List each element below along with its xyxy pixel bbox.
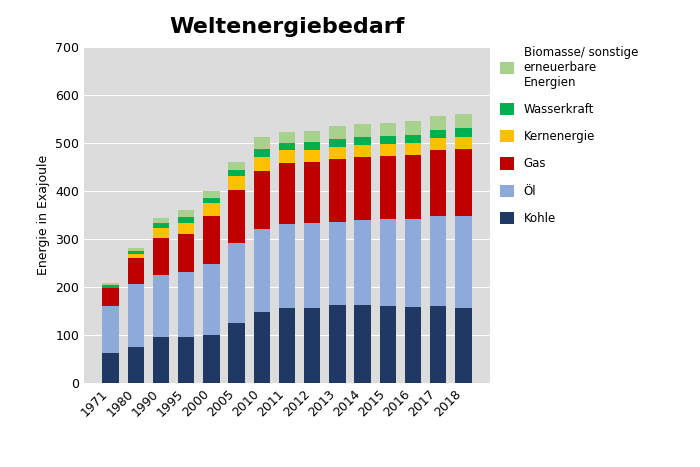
Bar bbox=[153, 276, 169, 337]
Bar bbox=[430, 216, 447, 306]
Bar bbox=[405, 219, 421, 307]
Bar bbox=[354, 157, 371, 219]
Bar bbox=[203, 191, 220, 198]
Bar bbox=[102, 283, 119, 285]
Legend: Biomasse/ sonstige
erneuerbare
Energien, Wasserkraft, Kernenergie, Gas, Öl, Kohl: Biomasse/ sonstige erneuerbare Energien,… bbox=[500, 46, 638, 225]
Bar bbox=[203, 198, 220, 203]
Bar bbox=[102, 306, 119, 353]
Bar bbox=[102, 288, 119, 306]
Bar bbox=[153, 223, 169, 228]
Bar bbox=[253, 137, 270, 149]
Bar bbox=[354, 145, 371, 157]
Bar bbox=[304, 223, 321, 308]
Bar bbox=[228, 323, 245, 383]
Bar bbox=[430, 138, 447, 150]
Bar bbox=[178, 234, 195, 272]
Bar bbox=[127, 284, 144, 347]
Bar bbox=[203, 216, 220, 264]
Bar bbox=[253, 312, 270, 383]
Bar bbox=[354, 137, 371, 145]
Bar bbox=[178, 217, 195, 222]
Bar bbox=[253, 171, 270, 229]
Bar bbox=[102, 285, 119, 288]
Bar bbox=[203, 203, 220, 216]
Bar bbox=[329, 304, 346, 383]
Bar bbox=[203, 264, 220, 335]
Bar bbox=[455, 216, 472, 308]
Bar bbox=[228, 191, 245, 243]
Bar bbox=[329, 147, 346, 159]
Bar bbox=[279, 132, 295, 143]
Bar bbox=[253, 149, 270, 157]
Bar bbox=[430, 130, 447, 138]
Bar bbox=[127, 347, 144, 383]
Bar bbox=[329, 127, 346, 140]
Bar bbox=[304, 142, 321, 150]
Bar bbox=[354, 124, 371, 137]
Bar bbox=[455, 128, 472, 136]
Bar bbox=[405, 155, 421, 219]
Bar bbox=[178, 272, 195, 337]
Bar bbox=[279, 150, 295, 163]
Bar bbox=[178, 337, 195, 383]
Bar bbox=[329, 159, 346, 221]
Bar bbox=[405, 134, 421, 143]
Bar bbox=[405, 307, 421, 383]
Bar bbox=[304, 163, 321, 223]
Bar bbox=[379, 144, 396, 156]
Bar bbox=[153, 218, 169, 223]
Bar bbox=[127, 258, 144, 284]
Bar bbox=[279, 225, 295, 308]
Bar bbox=[253, 229, 270, 312]
Bar bbox=[379, 219, 396, 306]
Bar bbox=[228, 162, 245, 170]
Bar bbox=[228, 176, 245, 191]
Bar bbox=[279, 308, 295, 383]
Bar bbox=[455, 308, 472, 383]
Bar bbox=[329, 140, 346, 147]
Bar bbox=[405, 143, 421, 155]
Bar bbox=[379, 156, 396, 219]
Bar bbox=[455, 136, 472, 149]
Bar bbox=[379, 306, 396, 383]
Bar bbox=[329, 221, 346, 304]
Title: Weltenergiebedarf: Weltenergiebedarf bbox=[169, 17, 405, 37]
Bar bbox=[279, 163, 295, 225]
Y-axis label: Energie in Exajoule: Energie in Exajoule bbox=[36, 155, 50, 275]
Bar bbox=[304, 308, 321, 383]
Bar bbox=[430, 150, 447, 216]
Bar bbox=[153, 238, 169, 276]
Bar bbox=[253, 157, 270, 171]
Bar bbox=[153, 337, 169, 383]
Bar bbox=[379, 123, 396, 135]
Bar bbox=[354, 304, 371, 383]
Bar bbox=[279, 143, 295, 150]
Bar bbox=[379, 135, 396, 144]
Bar bbox=[127, 254, 144, 258]
Bar bbox=[304, 150, 321, 163]
Bar bbox=[178, 222, 195, 234]
Bar bbox=[228, 243, 245, 323]
Bar bbox=[203, 335, 220, 383]
Bar bbox=[430, 306, 447, 383]
Bar bbox=[127, 248, 144, 251]
Bar bbox=[405, 120, 421, 134]
Bar bbox=[455, 114, 472, 128]
Bar bbox=[455, 149, 472, 216]
Bar bbox=[228, 170, 245, 176]
Bar bbox=[153, 228, 169, 238]
Bar bbox=[430, 116, 447, 130]
Bar bbox=[102, 353, 119, 383]
Bar bbox=[354, 219, 371, 304]
Bar bbox=[178, 211, 195, 217]
Bar bbox=[127, 251, 144, 254]
Bar bbox=[304, 131, 321, 142]
